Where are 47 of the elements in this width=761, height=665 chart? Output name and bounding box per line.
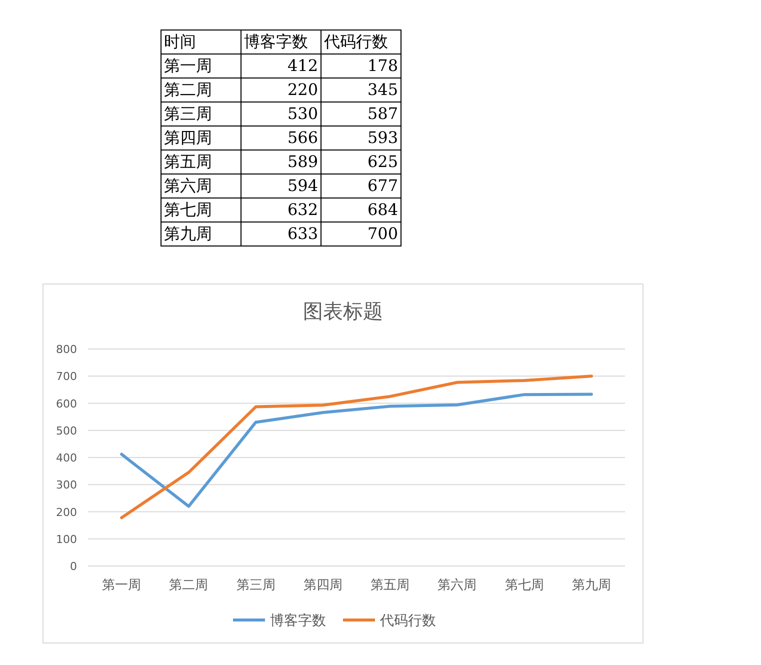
data-label: 684 xyxy=(367,200,398,219)
y-tick-label: 200 xyxy=(56,506,77,519)
category-label: 第三周 xyxy=(164,104,212,123)
y-tick-label: 600 xyxy=(56,397,77,410)
data-label: 589 xyxy=(287,152,318,171)
x-tick-label: 第九周 xyxy=(572,578,611,593)
x-tick-label: 第三周 xyxy=(236,578,276,593)
category-label: 第九周 xyxy=(164,224,212,243)
data-label: 220 xyxy=(287,80,318,99)
data-label: 593 xyxy=(367,128,398,147)
x-tick-label: 第二周 xyxy=(169,578,208,593)
category-label: 第一周 xyxy=(164,56,212,75)
category-label: 第二周 xyxy=(164,80,212,99)
x-tick-label: 第一周 xyxy=(102,578,142,593)
data-label: 587 xyxy=(367,104,398,123)
legend-label: 代码行数 xyxy=(379,613,436,629)
chart-title: 图表标题 xyxy=(303,299,383,323)
y-tick-label: 500 xyxy=(56,424,77,438)
y-tick-label: 400 xyxy=(56,452,77,464)
legend-label: 代码行数 xyxy=(323,32,388,51)
category-label: 第六周 xyxy=(164,176,212,195)
y-tick-label: 300 xyxy=(56,478,77,492)
data-label: 530 xyxy=(287,104,318,123)
data-label: 566 xyxy=(287,128,318,147)
data-label: 594 xyxy=(287,176,318,195)
data-label: 632 xyxy=(287,200,318,219)
x-tick-label: 第六周 xyxy=(438,578,477,593)
data-label: 625 xyxy=(367,152,398,171)
legend-label: 博客字数 xyxy=(270,613,326,629)
category-label: 第四周 xyxy=(164,128,212,147)
text: 时间 xyxy=(164,32,196,51)
category-label: 第七周 xyxy=(164,200,212,219)
data-label: 700 xyxy=(367,224,398,243)
x-tick-label: 第五周 xyxy=(370,578,410,593)
y-tick-label: 100 xyxy=(56,532,77,546)
y-tick-label: 0 xyxy=(70,560,77,573)
y-tick-label: 700 xyxy=(56,370,77,384)
x-tick-label: 第四周 xyxy=(303,578,342,593)
x-tick-label: 第七周 xyxy=(504,578,544,593)
data-label: 633 xyxy=(287,224,318,243)
legend-label: 博客字数 xyxy=(244,32,308,51)
data-label: 178 xyxy=(367,56,398,75)
data-label: 677 xyxy=(367,176,398,195)
y-tick-label: 800 xyxy=(56,343,77,356)
category-label: 第五周 xyxy=(164,152,212,171)
data-label: 345 xyxy=(367,80,398,99)
data-label: 412 xyxy=(287,56,318,75)
